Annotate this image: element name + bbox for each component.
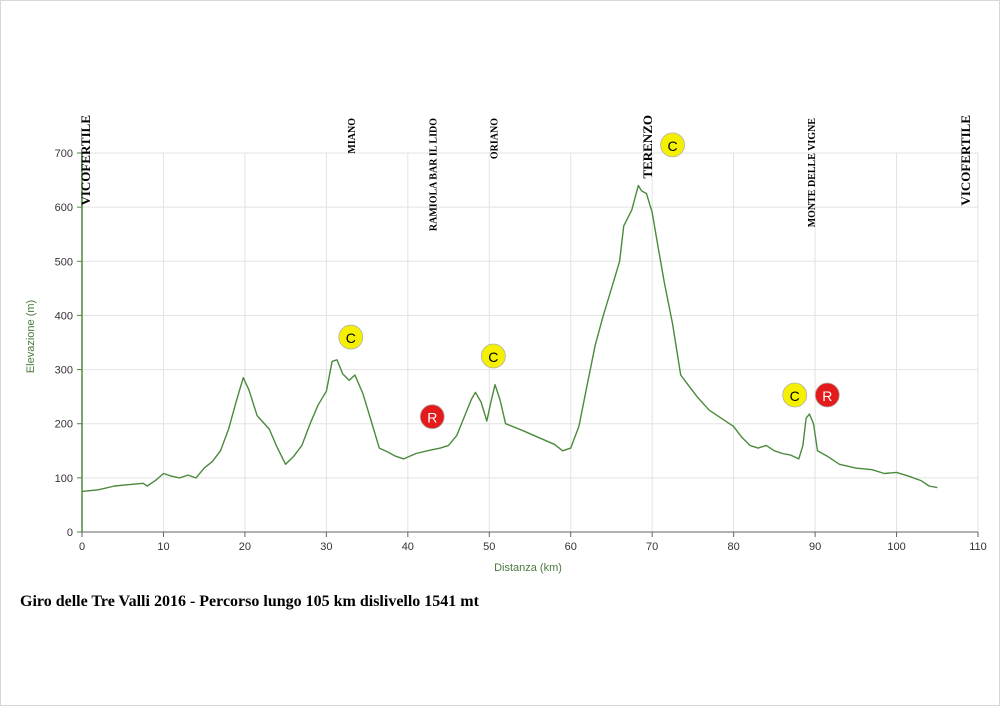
- marker-label: R: [822, 388, 832, 404]
- elevation-line: [81, 184, 938, 493]
- x-tick-label: 100: [887, 541, 905, 553]
- x-tick-label: 10: [157, 541, 169, 553]
- x-tick-label: 70: [646, 541, 658, 553]
- y-tick-label: 600: [55, 202, 73, 214]
- location-label: VICOFERTILE: [958, 115, 973, 206]
- marker-label: C: [488, 349, 498, 365]
- marker-label: C: [667, 138, 677, 154]
- location-label: TERENZO: [640, 115, 655, 179]
- control-marker: [782, 382, 808, 408]
- location-label: VICOFERTILE: [78, 115, 93, 206]
- x-tick-label: 50: [483, 541, 495, 553]
- location-label: RAMIOLA BAR IL LIDO: [428, 118, 439, 231]
- y-axis-title: Elevazione (m): [25, 300, 37, 373]
- plot-area: [82, 153, 978, 532]
- y-tick-label: 700: [55, 148, 73, 160]
- refreshment-marker: [814, 382, 840, 408]
- x-tick-label: 110: [969, 541, 987, 553]
- y-tick-label: 0: [67, 527, 73, 539]
- y-tick-label: 400: [55, 310, 73, 322]
- control-marker: [480, 343, 506, 369]
- x-tick-label: 80: [728, 541, 740, 553]
- y-tick-label: 200: [55, 419, 73, 431]
- marker-label: C: [346, 330, 356, 346]
- x-tick-label: 40: [402, 541, 414, 553]
- y-tick-label: 300: [55, 365, 73, 377]
- x-tick-label: 90: [809, 541, 821, 553]
- chart-caption: Giro delle Tre Valli 2016 - Percorso lun…: [20, 593, 479, 610]
- marker-label: R: [427, 410, 437, 426]
- x-tick-label: 30: [320, 541, 332, 553]
- x-tick-label: 0: [79, 541, 85, 553]
- x-axis-title: Distanza (km): [494, 562, 562, 574]
- marker-label: C: [790, 388, 800, 404]
- x-tick-label: 60: [565, 541, 577, 553]
- location-label: MONTE DELLE VIGNE: [807, 118, 818, 228]
- location-label: ORIANO: [489, 118, 500, 159]
- x-tick-label: 20: [239, 541, 251, 553]
- y-tick-label: 500: [55, 256, 73, 268]
- y-tick-label: 100: [55, 473, 73, 485]
- control-marker: [660, 132, 685, 158]
- location-label: MIANO: [347, 118, 358, 154]
- control-marker: [338, 324, 364, 350]
- refreshment-marker: [419, 404, 445, 430]
